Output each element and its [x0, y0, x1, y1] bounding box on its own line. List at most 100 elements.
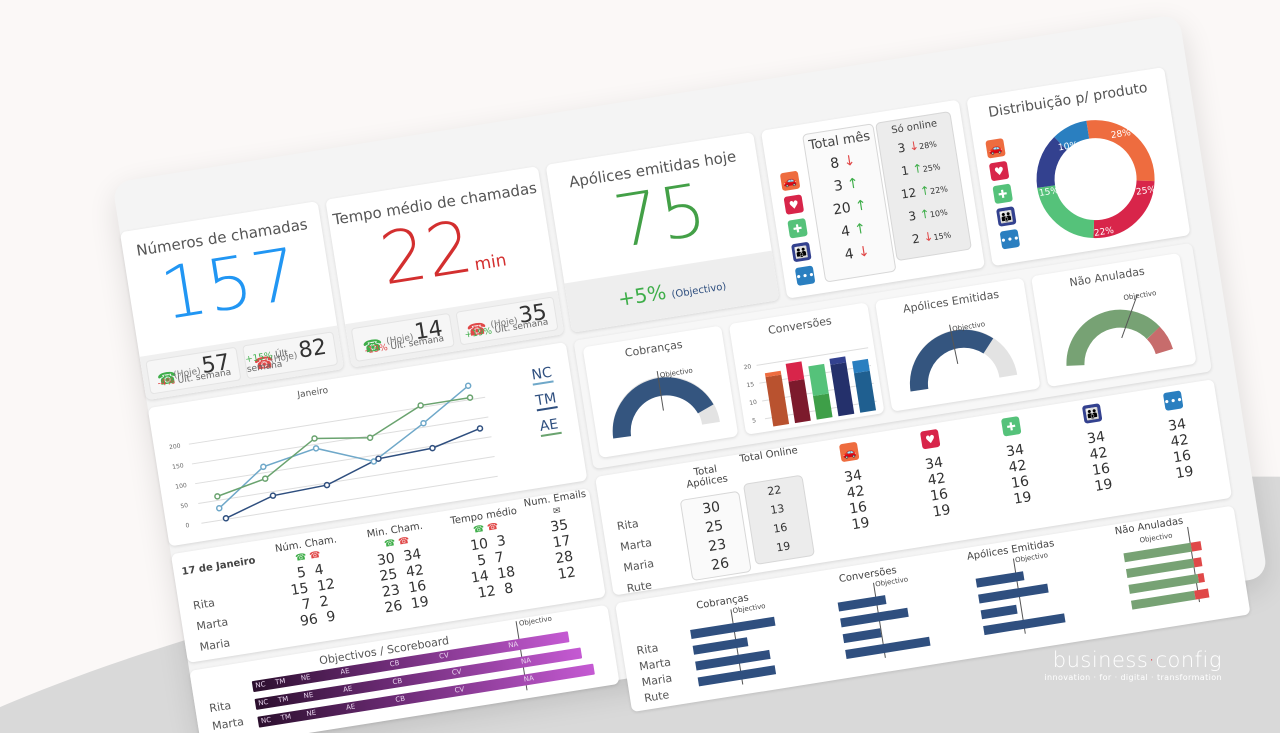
- online-pct: 22%: [929, 184, 949, 197]
- policies-today-kpi-card: Apólices emitidas hoje 75 +5% (Objectivo…: [545, 132, 780, 333]
- avg-time-kpi-value: 22: [374, 204, 479, 302]
- distribution-card: Distribuição p/ produto 🚗 ♥ ✚ 👪 ••• 28% …: [966, 67, 1191, 267]
- health-plus-icon: ✚: [992, 183, 1014, 205]
- svg-text:22%: 22%: [1093, 226, 1115, 239]
- cobrancas-gauge: Cobranças Objectivo: [582, 325, 739, 459]
- scoreboard-names: Rita Marta: [208, 697, 245, 733]
- trend-up-icon: ↑: [853, 220, 868, 239]
- svg-text:Objectivo: Objectivo: [1123, 289, 1157, 302]
- outgoing-call-icon: ☎: [308, 550, 322, 562]
- incoming-call-icon: ☎: [472, 524, 486, 536]
- svg-text:20: 20: [743, 363, 752, 371]
- trend-down-icon: ↓: [856, 243, 871, 262]
- outgoing-call-icon: ☎: [486, 521, 500, 534]
- heart-icon: ♥: [783, 194, 805, 215]
- heart-icon: ♥: [988, 160, 1010, 182]
- svg-text:150: 150: [172, 462, 185, 471]
- total-online-header: Total Online: [738, 445, 799, 466]
- svg-text:10: 10: [749, 399, 758, 407]
- avg-time-kpi-unit: min: [473, 250, 508, 276]
- distribution-donut-chart: 28% 25% 22% 15% 10%: [1036, 120, 1157, 239]
- daily-names: Rita Marta Maria Rute: [192, 595, 237, 663]
- svg-text:50: 50: [180, 502, 189, 510]
- svg-text:15%: 15%: [1038, 186, 1060, 199]
- family-icon: 👪: [996, 206, 1017, 227]
- gauges-card: Cobranças Objectivo Conversões 5 10 15 20 A…: [573, 242, 1213, 470]
- online-pct: 10%: [929, 207, 949, 220]
- svg-text:5: 5: [752, 417, 757, 425]
- logo-dot: ·: [1148, 648, 1156, 672]
- incoming-delta: -4%: [156, 376, 176, 390]
- legend-nc: NC: [530, 364, 554, 386]
- online-value: 2: [911, 231, 921, 247]
- car-icon: 🚗: [985, 138, 1006, 159]
- incoming-delta: -13%: [364, 342, 389, 357]
- monthly-totals-card: 🚗 ♥ ✚ 👪 ••• Total mês 8 ↓ 3 ↑ 20 ↑ 4 ↑ 4…: [760, 99, 986, 299]
- online-pct: 25%: [922, 162, 942, 174]
- online-pct: 28%: [918, 139, 938, 152]
- min-cham-column: Min. Cham. ☎ ☎ 30 34 25 42 23 16 26 19: [355, 519, 448, 619]
- outgoing-time-cell: ☎ (Hoje)35 +19% Últ. semana: [454, 296, 559, 346]
- online-value: 12: [900, 185, 918, 202]
- incoming-call-icon: ☎: [294, 552, 308, 564]
- svg-text:10%: 10%: [1058, 140, 1080, 153]
- family-icon: 👪: [791, 241, 812, 263]
- logo-tagline: innovation · for · digital · transformat…: [1044, 673, 1222, 682]
- svg-text:15: 15: [746, 381, 755, 389]
- product-column-life: ♥ 34 42 16 19: [904, 426, 967, 523]
- total-apolices-header: Total Apólices: [685, 463, 729, 491]
- trend-up-icon: ↑: [845, 175, 861, 193]
- trend-up-icon: ↑: [853, 197, 869, 215]
- product-column-family: 👪 34 42 16 19: [1066, 401, 1129, 498]
- agent-names: Rita Marta Maria Rute: [616, 515, 661, 595]
- calls-kpi-card: Números de chamadas 157 ☎ (Hoje)57 -4% Ú…: [119, 201, 345, 401]
- business-config-logo: business·config innovation · for · digit…: [1044, 648, 1222, 682]
- product-column-health: ✚ 34 42 16 19: [985, 414, 1048, 511]
- svg-text:28%: 28%: [1110, 128, 1132, 141]
- outgoing-call-icon: ☎: [397, 535, 411, 548]
- health-plus-icon: ✚: [1000, 416, 1022, 437]
- total-value: 8: [829, 155, 841, 173]
- nao-anuladas-gauge: Não Anuladas Objectivo: [1030, 252, 1197, 388]
- online-pct: 15%: [932, 230, 952, 243]
- daily-table-date: 17 de Janeiro: [180, 555, 257, 578]
- trend-down-icon: ↓: [842, 152, 857, 171]
- line-chart-legend: NC TM AE: [530, 364, 562, 437]
- num-cham-column: Núm. Cham. ☎ ☎ 5 4 15 12 7 2 96 9: [266, 533, 359, 633]
- car-icon: 🚗: [838, 441, 860, 463]
- logo-brand-b: config: [1155, 648, 1222, 672]
- distribution-legend: 🚗 ♥ ✚ 👪 •••: [985, 138, 1021, 250]
- svg-text:25%: 25%: [1135, 185, 1157, 198]
- total-value: 3: [832, 177, 845, 195]
- product-column-car: 🚗 34 42 16 19: [823, 439, 886, 536]
- total-value: 4: [843, 245, 855, 264]
- policies-delta-label: (Objectivo): [670, 281, 728, 301]
- total-value: 20: [831, 199, 853, 219]
- svg-text:200: 200: [169, 443, 182, 452]
- family-icon: 👪: [1081, 403, 1103, 424]
- total-apolices-column: 30 25 23 26: [679, 490, 752, 582]
- online-value: 3: [907, 208, 918, 224]
- online-value: 1: [900, 163, 910, 179]
- scoreboard-objective-label: Objectivo: [518, 614, 553, 628]
- line-chart-card: Janeiro 0 50 100 150 200 NC TM AE: [147, 342, 588, 547]
- incoming-calls-cell: ☎ (Hoje)57 -4% Últ. semana: [145, 346, 242, 395]
- logo-brand-a: business: [1052, 648, 1149, 672]
- incoming-time-cell: ☎ (Hoje)14 -13% Últ. semana: [350, 312, 455, 363]
- heart-icon: ♥: [919, 428, 941, 450]
- incoming-call-icon: ☎: [383, 538, 397, 550]
- more-icon: •••: [794, 265, 816, 287]
- total-online-column: 22 13 16 19: [742, 474, 816, 565]
- online-value: 3: [896, 140, 907, 156]
- svg-text:0: 0: [185, 522, 190, 530]
- tempo-medio-column: Tempo médio ☎ ☎ 10 3 5 7 14 18 12 8: [443, 505, 536, 605]
- agent-name: Rute: [643, 688, 671, 705]
- product-column-other: ••• 34 42 16 19: [1147, 388, 1210, 485]
- legend-ae: AE: [538, 415, 562, 437]
- conversoes-chart: Conversões 5 10 15 20: [728, 302, 885, 435]
- outgoing-calls-cell: ☎ (Hoje)82 +15% Últ. semana: [242, 331, 339, 380]
- more-icon: •••: [1163, 390, 1184, 411]
- num-emails-column: Num. Emails ✉ 35 17 28 12: [522, 488, 601, 586]
- agent-name: Maria: [198, 636, 232, 654]
- more-icon: •••: [999, 228, 1021, 250]
